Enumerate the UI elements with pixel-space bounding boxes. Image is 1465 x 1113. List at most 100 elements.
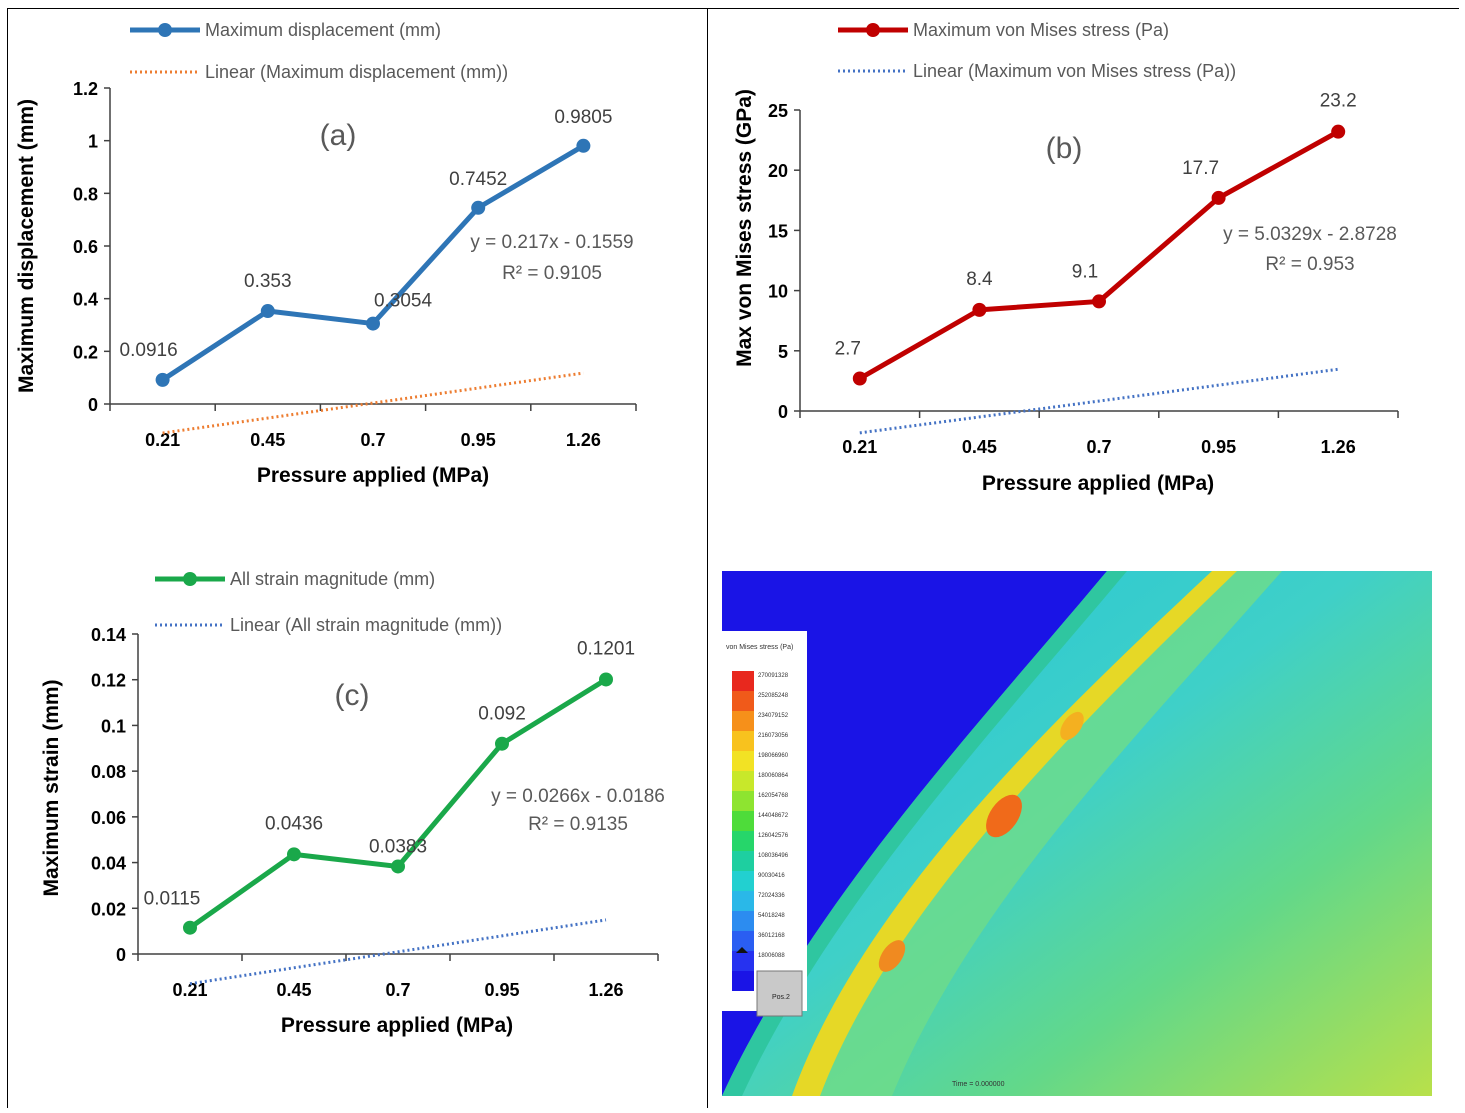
colorbar-swatch [732,971,754,991]
legend-trendline-label: Linear (All strain magnitude (mm)) [230,615,502,635]
data-point [260,304,275,319]
outer-wall-blue [722,571,1107,1096]
panel-frame-d [707,495,1459,1108]
colorbar-tick-label: 126042576 [758,833,789,839]
y-tick-label: 0 [88,395,98,415]
colorbar-swatch [732,951,754,971]
x-tick-label: 1.26 [1321,437,1356,457]
panel-frame-c [7,520,708,1108]
colorbar-swatch [732,791,754,811]
fea-legend-title: von Mises stress (Pa) [726,644,793,651]
data-point [287,847,301,862]
colorbar-tick-label: 252085248 [758,693,789,699]
y-tick-label: 0 [116,945,126,965]
y-tick-label: 0.1 [101,716,126,736]
data-label: 8.4 [966,269,993,290]
y-axis-title: Max von Mises stress (GPa) [733,89,756,367]
panel-label: (a) [320,119,357,152]
y-tick-label: 25 [768,101,788,121]
data-label: 0.0916 [120,340,178,361]
panel-frame-a [7,8,708,528]
trendline [189,918,607,986]
data-point [576,138,591,153]
trend-r-squared: R² = 0.9105 [502,263,602,284]
data-label: 2.7 [835,338,861,359]
data-point [495,736,509,751]
y-tick-label: 0.2 [73,342,98,362]
colorbar-swatch [732,931,754,951]
triad-arrow-icon [736,947,748,953]
y-tick-label: 0.6 [73,237,98,257]
x-tick-label: 0.21 [172,980,207,1000]
y-tick-label: 5 [778,342,788,362]
colorbar-tick-label: 216073056 [758,733,789,739]
data-label: 17.7 [1182,158,1219,179]
data-label: 0.353 [244,271,292,292]
fea-contour-image: von Mises stress (Pa) 270091328 252085248… [722,571,1432,1096]
data-point [852,371,867,386]
x-tick-label: 0.7 [1086,437,1111,457]
y-tick-label: 0.02 [91,899,126,919]
y-tick-label: 1 [88,132,98,152]
colorbar-swatch [732,771,754,791]
panel-frame-b [707,8,1459,495]
legend-series-label: Maximum displacement (mm) [205,20,441,40]
colorbar-swatch [732,851,754,871]
y-tick-label: 1.2 [73,79,98,99]
hotspot-2 [878,940,906,972]
y-tick-label: 0.14 [91,625,126,645]
legend-series-label: Maximum von Mises stress (Pa) [913,20,1169,40]
band-light [817,571,1282,1096]
colorbar-tick-label: 54018248 [758,913,785,919]
y-axis-title: Maximum strain (mm) [40,679,63,896]
trendline [859,367,1339,435]
displacement-chart: Maximum displacement (mm) Linear (Maximum… [15,20,637,487]
data-label: 0.3054 [374,291,433,312]
colorbar-tick-label: 36012168 [758,933,785,939]
y-tick-label: 0.12 [91,671,126,691]
x-tick-label: 0.45 [250,430,285,450]
colorbar-swatch [732,831,754,851]
trend-equation: y = 5.0329x - 2.8728 [1223,224,1397,245]
data-point [471,200,486,215]
panel-label: (c) [335,679,370,712]
x-tick-label: 1.26 [588,980,623,1000]
hotspot-3 [1060,711,1084,741]
colorbar-swatch [732,911,754,931]
x-tick-label: 0.95 [1201,437,1236,457]
y-tick-label: 20 [768,161,788,181]
legend-series-marker [866,23,880,37]
colorbar-swatch [732,871,754,891]
legend-series-marker [158,23,172,37]
x-axis-title: Pressure applied (MPa) [982,472,1214,495]
trend-equation: y = 0.0266x - 0.0186 [491,786,665,807]
data-label: 0.9805 [554,107,612,128]
data-label: 0.092 [478,704,526,725]
hotspot-1 [986,794,1022,838]
data-point [391,859,405,874]
trend-equation: y = 0.217x - 0.1559 [470,232,633,253]
data-label: 0.0436 [265,813,323,834]
wall-interface [722,571,1127,1096]
x-tick-label: 0.45 [962,437,997,457]
colorbar-tick-label: 108036496 [758,853,789,859]
x-tick-label: 0.21 [145,430,180,450]
x-axis-title: Pressure applied (MPa) [281,1014,513,1037]
trend-r-squared: R² = 0.9135 [528,814,628,835]
x-tick-label: 0.7 [385,980,410,1000]
x-tick-label: 1.26 [566,430,601,450]
data-point [972,302,987,317]
triad-label: Pos.2 [772,994,790,1001]
data-label: 23.2 [1320,91,1357,112]
fea-contour-plot: von Mises stress (Pa) 270091328 252085248… [722,571,1432,1096]
triad-cube [756,970,803,1017]
colorbar-tick-label: 234079152 [758,713,789,719]
y-tick-label: 0.08 [91,762,126,782]
colorbar-swatch [732,731,754,751]
data-point [1092,294,1106,309]
x-tick-label: 0.21 [842,437,877,457]
y-tick-label: 10 [768,282,788,302]
y-tick-label: 0.8 [73,184,98,204]
trend-r-squared: R² = 0.953 [1265,254,1354,275]
data-label: 0.7452 [449,169,507,190]
